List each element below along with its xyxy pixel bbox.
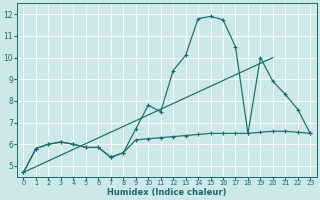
X-axis label: Humidex (Indice chaleur): Humidex (Indice chaleur) — [107, 188, 227, 197]
